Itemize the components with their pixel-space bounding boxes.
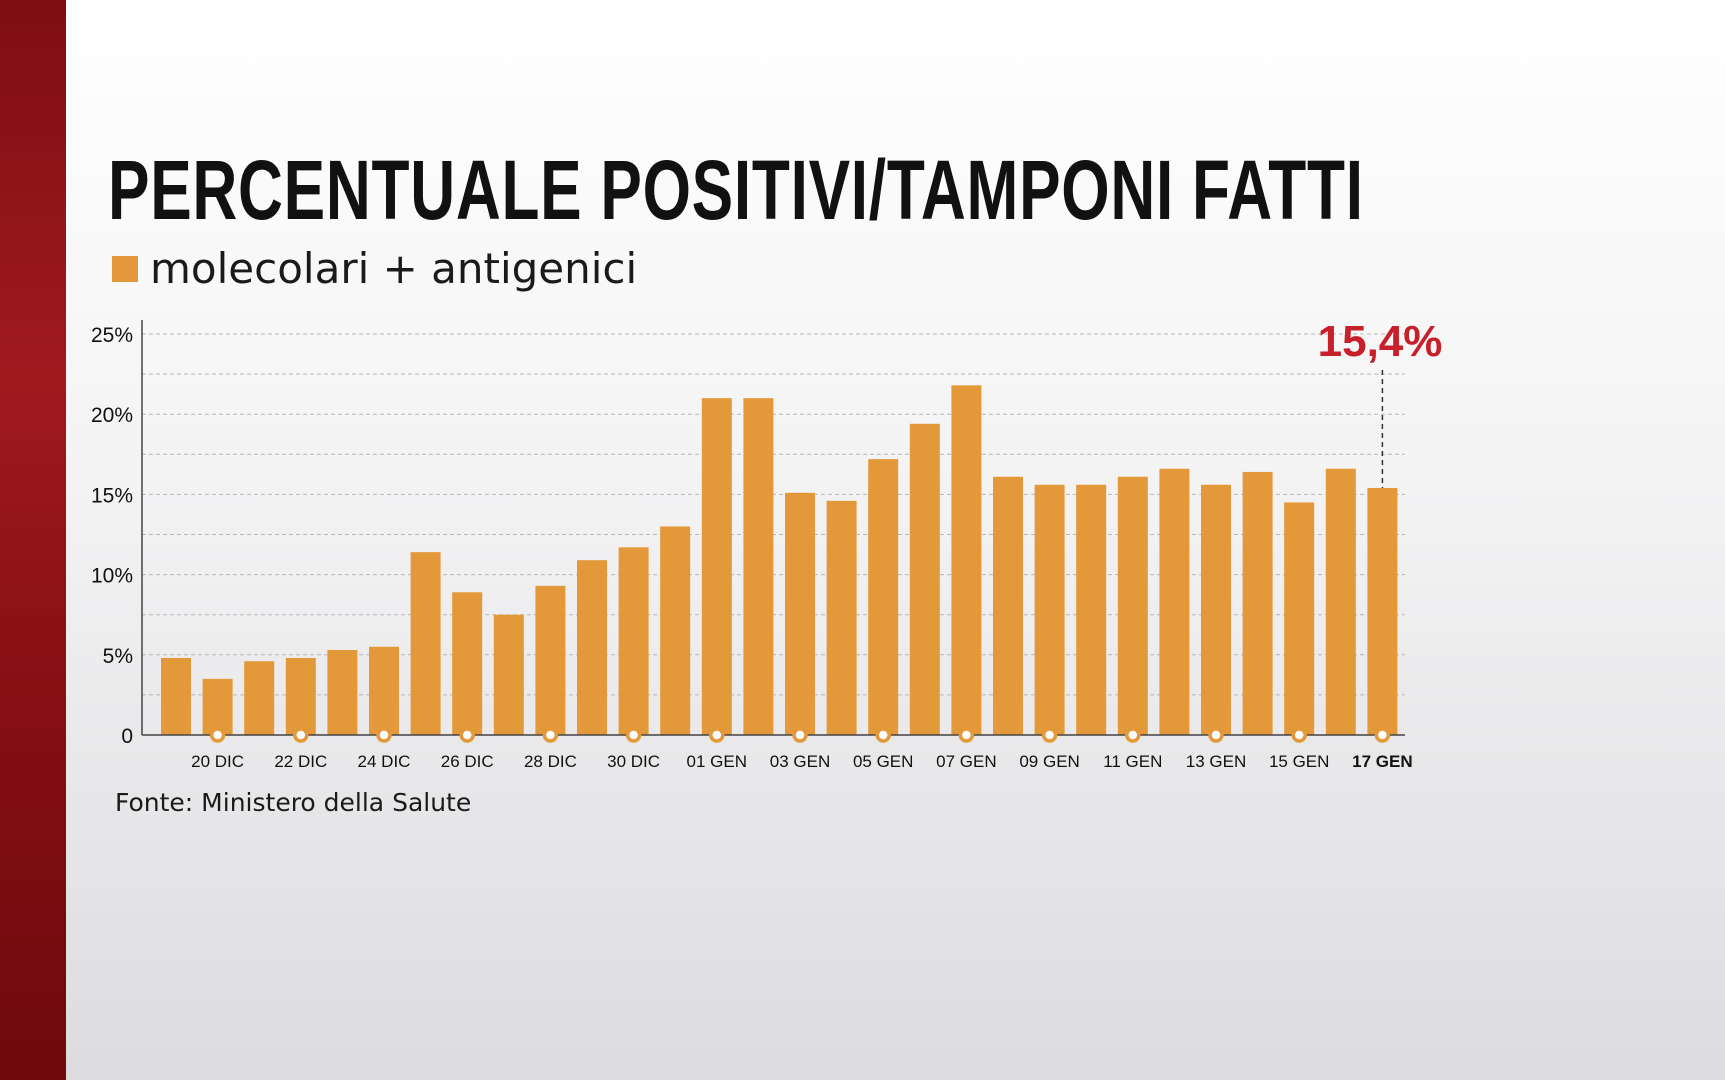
bar [868,459,899,735]
bar [1242,471,1273,735]
x-tick-label: 22 DIC [274,752,327,771]
bar [1034,484,1065,735]
bar [244,661,275,735]
x-tick-label: 05 GEN [853,752,913,771]
x-tick-marker [293,727,309,743]
x-tick-marker [376,727,392,743]
gridlines [142,333,1405,696]
x-tick-marker [1374,727,1391,743]
bar [327,649,358,735]
bar [452,592,483,735]
bar [202,678,233,735]
callout-value: 15,4% [1318,317,1443,366]
bar [1325,468,1356,735]
x-tick-marker [792,727,808,743]
x-tick-marker [1291,727,1307,743]
bars [161,385,1398,735]
highlight-callout: 15,4% [1318,317,1443,488]
y-tick-label: 0 [121,725,133,748]
y-tick-label: 10% [91,565,133,588]
x-tick-marker [875,727,891,743]
y-tick-label: 15% [91,484,133,507]
legend: molecolari + antigenici [112,244,637,293]
x-tick-marker [1041,727,1058,743]
x-tick-label: 03 GEN [770,752,830,771]
x-tick-marker [709,727,725,743]
x-tick-label: 24 DIC [358,752,411,771]
axes [141,320,1405,743]
bar [993,476,1023,735]
x-tick-label: 28 DIC [524,752,577,771]
bar [701,398,732,735]
side-band [0,0,66,1080]
x-tick-label: 11 GEN [1103,752,1162,771]
bar [285,658,316,735]
x-tick-marker [625,727,642,743]
bar [1201,484,1231,735]
x-tick-marker [1125,727,1141,743]
bar [493,614,524,735]
bar [1159,468,1190,735]
y-tick-label: 5% [103,645,133,668]
x-tick-marker [209,727,226,743]
y-tick-label: 25% [91,324,133,347]
x-tick-label: 30 DIC [607,752,660,771]
x-tick-label: 15 GEN [1269,752,1329,771]
bar [161,658,191,735]
bar [1117,476,1148,735]
bar [369,646,399,735]
bar [1284,502,1315,735]
bar [1367,487,1398,735]
x-tick-label: 09 GEN [1019,752,1079,771]
x-tick-label: 07 GEN [936,752,996,771]
legend-label: molecolari + antigenici [150,244,638,293]
bar [410,552,441,735]
source-note: Fonte: Ministero della Salute [115,788,472,817]
bar [618,547,649,735]
bar [909,423,940,735]
legend-swatch [112,255,138,282]
chart-title: PERCENTUALE POSITIVI/TAMPONI FATTI [108,143,1364,237]
bar [826,500,857,735]
y-tick-label: 20% [91,404,133,427]
bar [951,385,982,735]
tick-labels: 0 5% 10% 15% 20% 25% 20 DIC 22 DIC 24 DIC 26 DIC 2… [91,324,1413,771]
x-tick-label: 20 DIC [191,752,244,771]
x-tick-label: 26 DIC [441,752,494,771]
x-tick-label: 01 GEN [687,752,747,771]
x-tick-marker [1208,727,1224,743]
bar [785,492,815,735]
x-tick-label: 13 GEN [1186,752,1246,771]
bar [577,560,607,735]
x-tick-marker [542,727,559,743]
x-tick-marker [958,727,975,743]
bar [1076,484,1107,735]
x-tick-marker [459,727,475,743]
bar [535,585,566,735]
bar [743,398,774,735]
bar [660,526,691,735]
x-tick-label: 17 GEN [1352,752,1412,771]
